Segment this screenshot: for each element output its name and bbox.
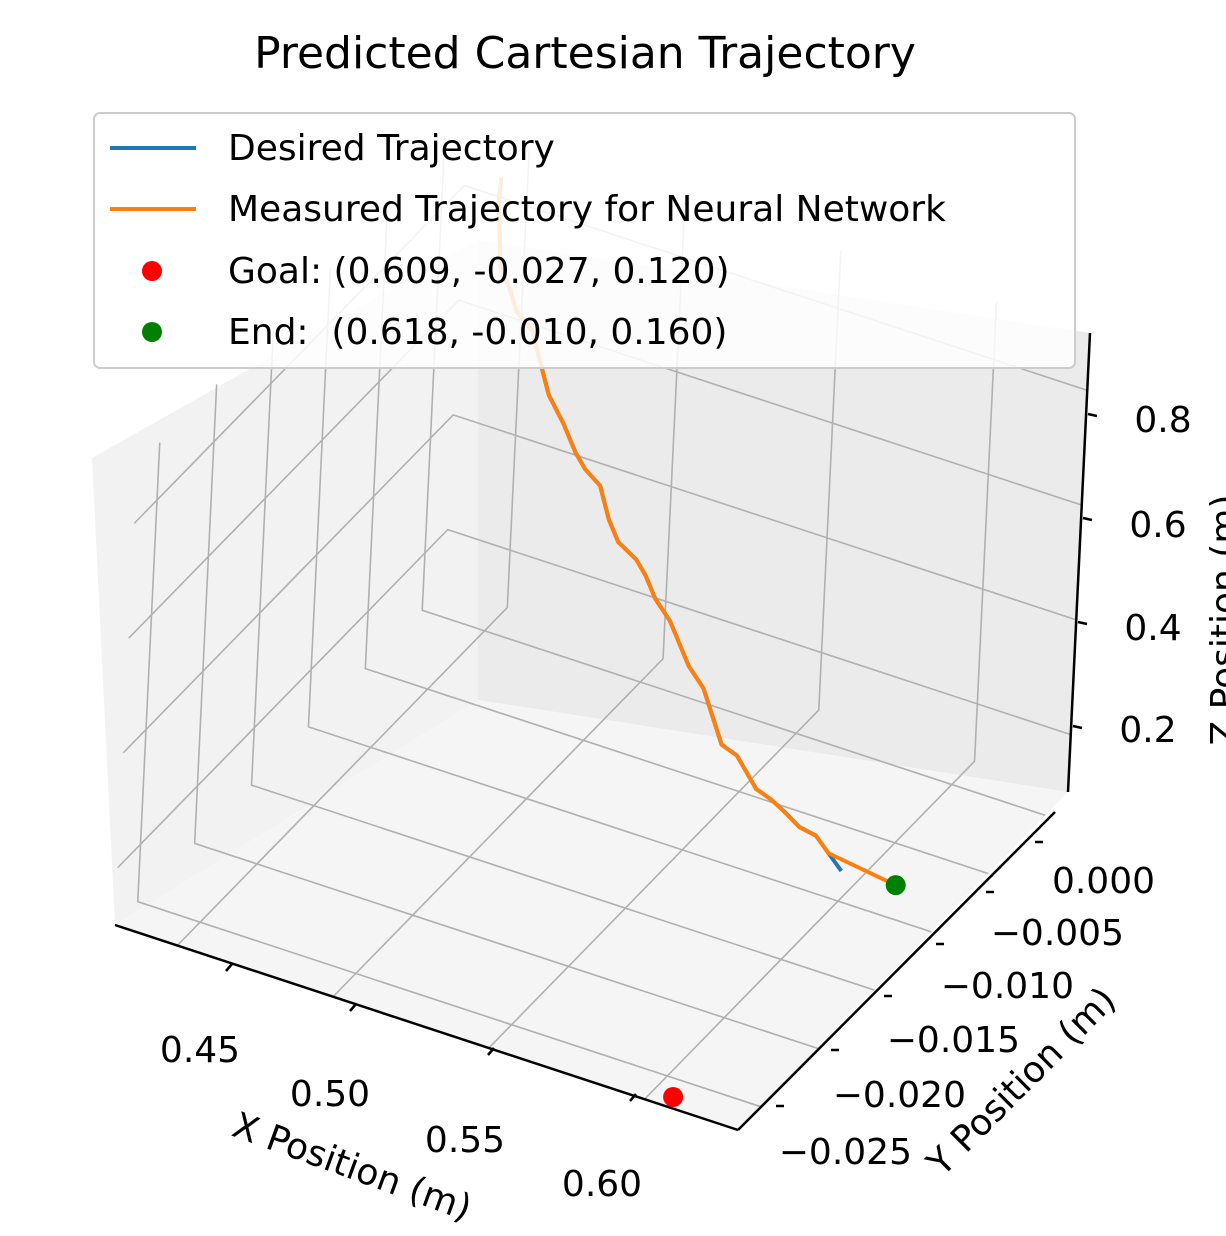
grid-lines (117, 148, 1088, 1108)
floor-pane (115, 700, 1068, 1130)
x-tick-mark (487, 1047, 495, 1056)
grid-line-z (117, 528, 1072, 869)
back-pane (478, 240, 1090, 792)
x-tick-mark (225, 963, 233, 972)
y-tick-label: 0.000 (1052, 861, 1155, 902)
chart-title: Predicted Cartesian Trajectory (254, 28, 916, 79)
z-tick-mark (1077, 620, 1088, 626)
grid-line-z (122, 413, 1077, 754)
grid-line-y (307, 267, 932, 933)
z-tick-mark (1087, 412, 1098, 418)
x-tick-label: 0.45 (160, 1030, 240, 1071)
z-tick-mark (1072, 724, 1083, 730)
z-tick-label: 0.8 (1134, 400, 1191, 441)
grid-line-x (488, 250, 842, 1049)
y-tick-label: −0.005 (991, 913, 1124, 954)
legend-label-end: End: (0.618, -0.010, 0.160) (228, 312, 727, 353)
legend-label-measured: Measured Trajectory for Neural Network (228, 189, 946, 230)
y-axis-line (737, 811, 1056, 1131)
end-marker (885, 875, 906, 896)
legend-label-desired: Desired Trajectory (228, 128, 555, 169)
marker-layer (663, 875, 906, 1107)
legend: Desired Trajectory Measured Trajectory f… (93, 112, 1076, 369)
z-tick-label: 0.4 (1124, 608, 1181, 649)
x-tick-label: 0.55 (425, 1120, 505, 1161)
x-tick-mark (349, 1003, 357, 1012)
grid-line-y (250, 326, 875, 991)
y-tick-label: −0.010 (941, 966, 1074, 1007)
grid-line-y (193, 384, 818, 1050)
z-tick-mark (1082, 516, 1093, 522)
z-tick-label: 0.6 (1129, 505, 1186, 546)
z-axis-line (1066, 332, 1092, 793)
grid-line-y (136, 442, 762, 1108)
grid-line-x (643, 302, 998, 1100)
x-tick-label: 0.50 (290, 1074, 370, 1115)
z-tick-label: 0.2 (1119, 710, 1176, 751)
legend-label-goal: Goal: (0.609, -0.027, 0.120) (228, 251, 730, 292)
legend-swatch-goal (142, 261, 162, 281)
left-pane (92, 240, 478, 925)
x-tick-mark (629, 1093, 637, 1102)
goal-marker (663, 1087, 684, 1107)
y-tick-label: −0.020 (833, 1075, 966, 1116)
legend-box (93, 112, 1076, 369)
legend-swatch-end (142, 322, 162, 342)
y-tick-label: −0.015 (887, 1020, 1020, 1061)
y-tick-label: −0.025 (779, 1132, 912, 1173)
z-axis-label: Z Position (m) (1204, 495, 1226, 746)
x-tick-label: 0.60 (562, 1164, 642, 1205)
